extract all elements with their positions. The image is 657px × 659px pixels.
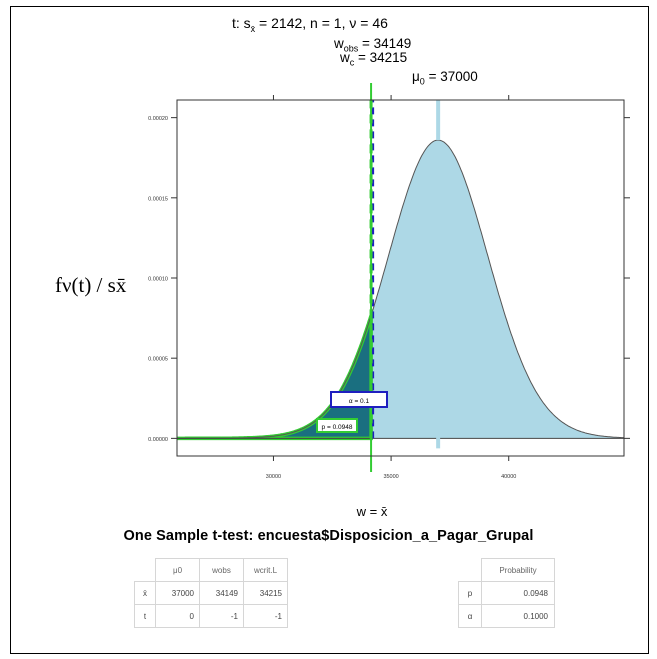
test-heading: One Sample t-test: encuesta$Disposicion_… <box>123 528 534 544</box>
title-stat-line: t: sx̄ = 2142, n = 1, ν = 46 <box>232 15 388 34</box>
row-label: α <box>458 604 482 628</box>
table-row: t 0 -1 -1 <box>134 604 288 628</box>
title-wc: wc = 34215 <box>340 50 408 68</box>
figure-frame <box>10 6 649 654</box>
col-header: wobs <box>199 558 244 582</box>
row-label: x̄ <box>134 581 156 605</box>
table-row: p 0.0948 <box>458 581 555 605</box>
x-tick-label: 35000 <box>383 474 398 480</box>
table-header-row: μ0 wobs wcrit.L <box>134 558 288 582</box>
acceptance-region <box>372 140 624 439</box>
t-test-chart: fν(t) / sx̄ w = x̄ 0.00000 0.00005 0.00010… <box>55 83 630 519</box>
col-header: μ0 <box>155 558 200 582</box>
x-tick-label: 30000 <box>266 474 281 480</box>
alpha-box-label: α = 0.1 <box>349 398 370 405</box>
x-tick-label: 40000 <box>501 474 516 480</box>
summary-table-left: μ0 wobs wcrit.L x̄ 37000 34149 34215 t 0… <box>134 558 288 628</box>
table-row: α 0.1000 <box>458 604 555 628</box>
table-cell: 0.1000 <box>481 604 555 628</box>
p-box <box>316 418 358 433</box>
table-cell: -1 <box>199 604 244 628</box>
density-curve <box>177 139 625 439</box>
title-wobs: wobs = 34149 <box>334 36 412 54</box>
y-tick-label: 0.00010 <box>148 277 168 283</box>
table-header-row: Probability <box>458 558 555 582</box>
row-label: t <box>134 604 156 628</box>
y-tick-label: 0.00020 <box>148 116 168 122</box>
title-mu0: μ0 = 37000 <box>412 69 478 87</box>
xlabel: w = x̄ <box>356 504 388 519</box>
p-box-label: p = 0.0948 <box>322 424 353 431</box>
col-header: Probability <box>481 558 555 582</box>
table-cell: 34215 <box>243 581 288 605</box>
table-cell: 0 <box>155 604 200 628</box>
table-cell: 34149 <box>199 581 244 605</box>
table-cell: -1 <box>243 604 288 628</box>
table-cell: 37000 <box>155 581 200 605</box>
ylabel: fν(t) / sx̄ <box>55 273 127 297</box>
table-row: x̄ 37000 34149 34215 <box>134 581 288 605</box>
probability-table: Probability p 0.0948 α 0.1000 <box>458 558 555 628</box>
alpha-box <box>330 391 388 408</box>
col-header: wcrit.L <box>243 558 288 582</box>
table-cell: 0.0948 <box>481 581 555 605</box>
y-tick-label: 0.00000 <box>148 437 168 443</box>
y-tick-label: 0.00015 <box>148 196 168 202</box>
row-label: p <box>458 581 482 605</box>
y-tick-label: 0.00005 <box>148 357 168 363</box>
